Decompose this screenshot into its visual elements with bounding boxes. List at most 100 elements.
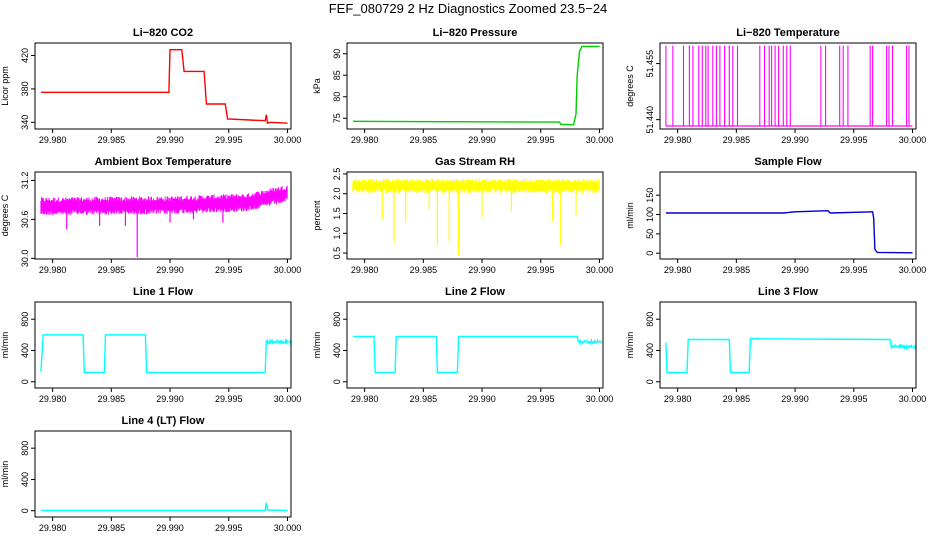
y-axis-label-ambient-box-temperature: degrees C bbox=[0, 194, 10, 236]
x-tick-label-sample-flow-0: 29.980 bbox=[664, 265, 692, 275]
y-axis-label-li-820-pressure: kPa bbox=[312, 78, 322, 94]
x-tick-label-li-820-co2-0: 29.980 bbox=[39, 135, 67, 145]
plot-frame-line-2-flow bbox=[346, 301, 604, 389]
chart-line-1-flow: Line 1 Flow ml/min 29.980 29.985 29.990 29.99… bbox=[0, 286, 301, 404]
x-tick-label-line-3-flow-3: 29.995 bbox=[840, 394, 868, 404]
x-tick-label-line-3-flow-0: 29.980 bbox=[664, 394, 692, 404]
series-line-li-820-co2-0 bbox=[40, 49, 288, 125]
plot-frame-gas-stream-rh bbox=[346, 171, 604, 260]
x-tick-label-li-820-pressure-1: 29.985 bbox=[410, 135, 438, 145]
y-axis-label-li-820-co2: Licor ppm bbox=[0, 66, 10, 106]
x-tick-label-ambient-box-temperature-4: 30.000 bbox=[274, 265, 302, 275]
chart-title-line-2-flow: Line 2 Flow bbox=[445, 286, 505, 298]
x-tick-label-line-1-flow-1: 29.985 bbox=[98, 394, 126, 404]
y-tick-label-ambient-box-temperature-2: 31.2 bbox=[20, 172, 30, 190]
x-tick-label-li-820-co2-2: 29.990 bbox=[156, 135, 184, 145]
y-tick-label-line-3-flow-0: 0 bbox=[645, 379, 655, 384]
series-spikes-ambient-box-temperature bbox=[66, 203, 224, 258]
y-tick-label-line-4-lt-flow-2: 800 bbox=[20, 441, 30, 456]
x-tick-label-line-3-flow-4: 30.000 bbox=[899, 394, 927, 404]
chart-title-ambient-box-temperature: Ambient Box Temperature bbox=[95, 156, 232, 168]
x-tick-label-gas-stream-rh-0: 29.980 bbox=[351, 265, 379, 275]
x-tick-label-line-4-lt-flow-2: 29.990 bbox=[156, 523, 184, 533]
y-tick-label-li-820-pressure-2: 85 bbox=[332, 70, 342, 80]
y-tick-label-gas-stream-rh-2: 1.5 bbox=[332, 207, 342, 220]
plot-area-ambient-box-temperature bbox=[40, 185, 288, 258]
chart-line-4-lt-flow: Line 4 (LT) Flow ml/min 29.980 29.985 29.990… bbox=[0, 415, 301, 533]
x-tick-label-ambient-box-temperature-1: 29.985 bbox=[98, 265, 126, 275]
y-tick-label-line-1-flow-2: 800 bbox=[20, 312, 30, 327]
series-line-sample-flow-0 bbox=[665, 209, 913, 254]
y-tick-label-line-2-flow-0: 0 bbox=[332, 379, 342, 384]
chart-li-820-temperature: Li−820 Temperature degrees C 29.980 29.985 2… bbox=[625, 27, 926, 145]
x-tick-label-sample-flow-1: 29.985 bbox=[723, 265, 751, 275]
series-spikes-li-820-temperature bbox=[665, 45, 910, 126]
x-tick-label-gas-stream-rh-3: 29.995 bbox=[527, 265, 555, 275]
x-tick-label-sample-flow-2: 29.990 bbox=[781, 265, 809, 275]
y-tick-label-sample-flow-0: 0 bbox=[645, 251, 655, 256]
x-tick-label-gas-stream-rh-4: 30.000 bbox=[586, 265, 614, 275]
chart-li-820-co2: Li−820 CO2 Licor ppm 29.980 29.985 29.990 29.… bbox=[0, 27, 301, 145]
chart-title-li-820-pressure: Li−820 Pressure bbox=[433, 27, 518, 39]
x-tick-label-li-820-temperature-2: 29.990 bbox=[781, 135, 809, 145]
plot-area-li-820-temperature bbox=[665, 45, 913, 127]
y-tick-label-ambient-box-temperature-1: 30.6 bbox=[20, 211, 30, 229]
x-tick-label-line-2-flow-0: 29.980 bbox=[351, 394, 379, 404]
x-tick-label-line-1-flow-2: 29.990 bbox=[156, 394, 184, 404]
y-axis-label-gas-stream-rh: percent bbox=[312, 200, 322, 231]
series-band-ambient-box-temperature bbox=[40, 185, 288, 216]
chart-title-line-4-lt-flow: Line 4 (LT) Flow bbox=[122, 415, 205, 427]
plot-frame-line-4-lt-flow bbox=[34, 430, 292, 518]
plot-frame-li-820-pressure bbox=[346, 42, 604, 130]
x-tick-label-ambient-box-temperature-2: 29.990 bbox=[156, 265, 184, 275]
plot-area-li-820-pressure bbox=[352, 45, 600, 126]
x-tick-label-line-3-flow-2: 29.990 bbox=[781, 394, 809, 404]
plot-area-line-1-flow bbox=[40, 334, 291, 374]
x-tick-label-li-820-pressure-0: 29.980 bbox=[351, 135, 379, 145]
y-axis-label-line-3-flow: ml/min bbox=[625, 332, 635, 359]
x-tick-label-li-820-pressure-2: 29.990 bbox=[468, 135, 496, 145]
y-tick-label-gas-stream-rh-4: 2.5 bbox=[332, 168, 342, 181]
x-tick-label-ambient-box-temperature-3: 29.995 bbox=[215, 265, 243, 275]
plot-frame-ambient-box-temperature bbox=[34, 171, 292, 260]
chart-title-line-3-flow: Line 3 Flow bbox=[758, 286, 818, 298]
plot-frame-sample-flow bbox=[659, 171, 917, 260]
x-tick-label-gas-stream-rh-1: 29.985 bbox=[410, 265, 438, 275]
y-tick-label-line-3-flow-2: 800 bbox=[645, 312, 655, 327]
chart-gas-stream-rh: Gas Stream RH percent 29.980 29.985 29.990 29… bbox=[312, 156, 613, 275]
y-tick-label-li-820-temperature-0: 51.440 bbox=[645, 106, 655, 134]
y-tick-label-gas-stream-rh-3: 2.0 bbox=[332, 188, 342, 201]
plot-area-line-3-flow bbox=[665, 337, 916, 374]
y-tick-label-sample-flow-1: 50 bbox=[645, 229, 655, 239]
plot-frame-li-820-temperature bbox=[659, 42, 917, 130]
y-tick-label-li-820-temperature-1: 51.455 bbox=[645, 50, 655, 78]
y-tick-label-line-4-lt-flow-0: 0 bbox=[20, 508, 30, 513]
x-tick-label-line-2-flow-1: 29.985 bbox=[410, 394, 438, 404]
x-tick-label-line-2-flow-3: 29.995 bbox=[527, 394, 555, 404]
x-tick-label-li-820-co2-4: 30.000 bbox=[274, 135, 302, 145]
plot-frame-li-820-co2 bbox=[34, 42, 292, 130]
y-tick-label-line-2-flow-2: 800 bbox=[332, 312, 342, 327]
plot-frame-line-1-flow bbox=[34, 301, 292, 389]
series-line-line-4-lt-flow-0 bbox=[40, 502, 288, 512]
series-line-line-3-flow-0 bbox=[665, 337, 913, 374]
x-tick-label-li-820-co2-1: 29.985 bbox=[98, 135, 126, 145]
x-tick-label-li-820-pressure-3: 29.995 bbox=[527, 135, 555, 145]
plot-area-line-4-lt-flow bbox=[40, 502, 288, 512]
x-tick-label-line-2-flow-4: 30.000 bbox=[586, 394, 614, 404]
chart-li-820-pressure: Li−820 Pressure kPa 29.980 29.985 29.990 29.9… bbox=[312, 27, 613, 145]
chart-title-li-820-co2: Li−820 CO2 bbox=[133, 27, 193, 39]
y-tick-label-line-2-flow-1: 400 bbox=[332, 343, 342, 358]
x-tick-label-line-4-lt-flow-0: 29.980 bbox=[39, 523, 67, 533]
plot-area-li-820-co2 bbox=[40, 49, 288, 125]
x-tick-label-sample-flow-4: 30.000 bbox=[899, 265, 927, 275]
y-tick-label-li-820-co2-0: 340 bbox=[20, 115, 30, 130]
series-line-line-1-flow-0 bbox=[40, 334, 288, 374]
x-tick-label-li-820-temperature-1: 29.985 bbox=[723, 135, 751, 145]
chart-title-gas-stream-rh: Gas Stream RH bbox=[435, 156, 515, 168]
series-band-gas-stream-rh bbox=[352, 178, 600, 193]
x-tick-label-line-2-flow-2: 29.990 bbox=[468, 394, 496, 404]
chart-title-li-820-temperature: Li−820 Temperature bbox=[736, 27, 839, 39]
x-tick-label-line-4-lt-flow-3: 29.995 bbox=[215, 523, 243, 533]
x-tick-label-line-4-lt-flow-1: 29.985 bbox=[98, 523, 126, 533]
